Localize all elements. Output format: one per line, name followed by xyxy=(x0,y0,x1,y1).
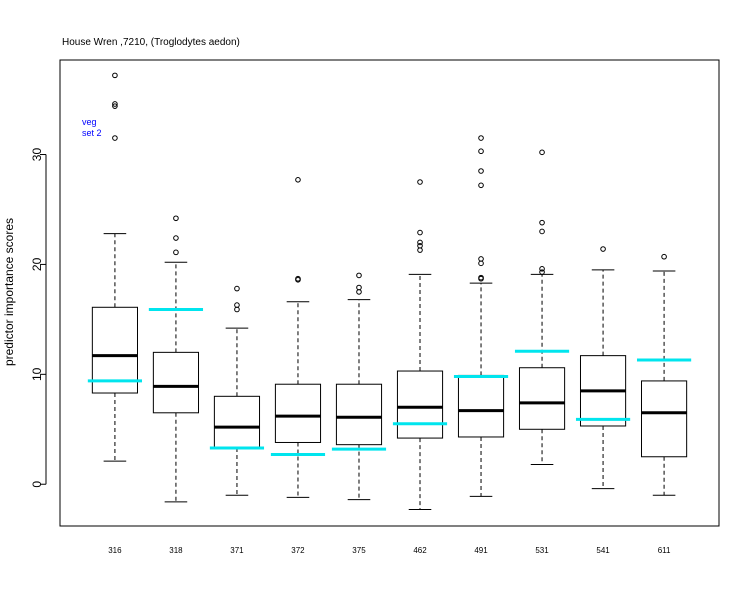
x-tick-label: 541 xyxy=(596,546,610,555)
box-group-375 xyxy=(331,272,387,501)
box-iqr xyxy=(335,383,383,446)
outlier-point xyxy=(539,149,545,156)
x-tick-label: 491 xyxy=(474,546,488,555)
outlier-point xyxy=(173,235,179,241)
outlier-point xyxy=(417,239,423,246)
legend-line-2: set 2 xyxy=(82,128,102,138)
legend: veg set 2 xyxy=(82,117,102,138)
outlier-point xyxy=(600,246,606,252)
legend-line-1: veg xyxy=(82,117,97,127)
outlier-point xyxy=(478,256,484,262)
x-tick-label: 372 xyxy=(291,546,305,555)
outlier-point xyxy=(539,266,545,272)
x-tick-label: 371 xyxy=(230,546,244,555)
outlier-point xyxy=(234,285,240,292)
x-axis: 316 318 371 372 375 462 491 531 541 611 xyxy=(108,546,671,555)
box-group-316 xyxy=(87,72,143,462)
box-iqr xyxy=(274,383,322,443)
outlier-point xyxy=(112,72,118,79)
box-group-462 xyxy=(392,179,448,511)
outlier-point xyxy=(295,275,301,282)
outlier-point xyxy=(539,219,545,226)
box-iqr xyxy=(213,395,261,449)
y-axis: 0 10 20 30 xyxy=(30,148,47,488)
outlier-point xyxy=(478,274,484,281)
outlier-point xyxy=(478,182,484,189)
box-group-371 xyxy=(209,285,265,496)
outlier-point xyxy=(234,302,240,308)
box-iqr xyxy=(396,370,444,439)
outlier-point xyxy=(173,249,179,256)
outlier-point xyxy=(417,229,423,236)
boxes-layer xyxy=(87,72,692,511)
plot-frame xyxy=(59,59,720,527)
outlier-point xyxy=(417,179,423,185)
box-iqr xyxy=(152,351,200,414)
y-tick-label: 20 xyxy=(30,257,44,271)
chart-title: House Wren ,7210, (Troglodytes aedon) xyxy=(62,37,240,48)
outlier-point xyxy=(478,135,484,141)
box-iqr xyxy=(91,306,138,394)
outlier-point xyxy=(112,135,118,141)
outlier-point xyxy=(417,242,423,249)
box-group-541 xyxy=(575,246,631,490)
outlier-point xyxy=(356,272,362,279)
box-group-611 xyxy=(636,253,692,496)
x-tick-label: 611 xyxy=(658,546,671,555)
box-group-372 xyxy=(270,176,326,498)
x-tick-label: 375 xyxy=(352,546,366,555)
outlier-point xyxy=(478,148,484,155)
outlier-point xyxy=(112,101,118,107)
outlier-point xyxy=(539,228,545,235)
y-tick-label: 10 xyxy=(30,367,44,381)
box-iqr xyxy=(641,380,688,458)
x-tick-label: 318 xyxy=(169,546,183,555)
x-tick-label: 531 xyxy=(535,546,549,555)
outlier-point xyxy=(478,168,484,174)
outlier-point xyxy=(295,176,301,183)
box-iqr xyxy=(457,374,505,438)
y-axis-label: predictor importance scores xyxy=(2,218,16,366)
y-tick-label: 0 xyxy=(30,481,44,488)
box-group-318 xyxy=(148,215,204,503)
outlier-point xyxy=(112,103,118,109)
outlier-point xyxy=(356,284,362,291)
box-group-491 xyxy=(453,135,509,497)
outlier-point xyxy=(661,253,667,260)
y-tick-label: 30 xyxy=(30,148,44,162)
outlier-point xyxy=(539,269,545,275)
box-group-531 xyxy=(514,149,570,465)
box-iqr xyxy=(518,367,566,430)
x-tick-label: 316 xyxy=(108,546,122,555)
outlier-point xyxy=(173,215,179,222)
x-tick-label: 462 xyxy=(413,546,427,555)
